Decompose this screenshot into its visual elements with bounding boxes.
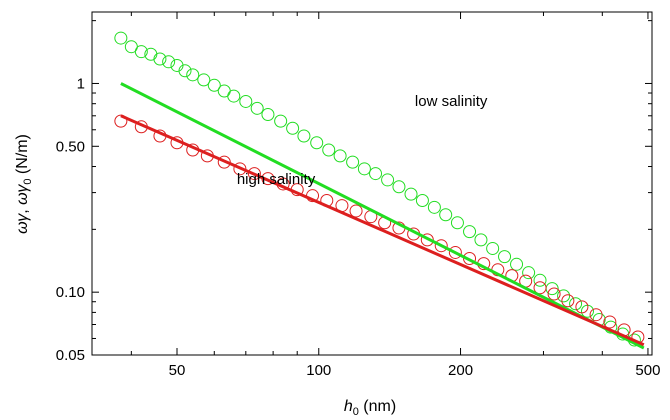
data-point [427, 200, 441, 214]
x-axis-title: h0 (nm) [344, 398, 396, 418]
x-tick-label: 100 [306, 362, 331, 379]
data-point [247, 167, 261, 181]
data-point [404, 187, 418, 201]
data-point [153, 52, 167, 66]
data-point [575, 300, 589, 314]
data-point [474, 233, 488, 247]
data-point [498, 250, 512, 264]
series-low [114, 31, 641, 347]
data-point [274, 114, 288, 128]
data-point [603, 315, 617, 329]
data-point [510, 257, 524, 271]
data-point [439, 208, 453, 222]
x-tick-label: 500 [635, 362, 660, 379]
data-point [186, 68, 200, 82]
x-tick-label: 200 [448, 362, 473, 379]
data-point [114, 114, 128, 128]
data-point [162, 55, 176, 69]
data-point [239, 94, 253, 108]
data-point [522, 266, 536, 280]
data-point [533, 281, 547, 295]
data-point [322, 143, 336, 157]
annotation: high salinity [237, 171, 316, 188]
data-point [569, 297, 583, 311]
fit-line-low-fit [120, 82, 645, 350]
annotations-layer: low salinity high salinity [237, 93, 488, 188]
y-tick-label: 0.05 [56, 347, 85, 364]
ticks-layer: 50 100 200 500 0.05 0.10 0.50 1 [56, 12, 660, 379]
data-point [448, 245, 462, 259]
data-point [286, 121, 300, 135]
x-tick-label: 50 [169, 362, 186, 379]
data-point [415, 193, 429, 207]
data-point [333, 149, 347, 163]
data-point [533, 273, 547, 287]
data-point [197, 73, 211, 87]
data-point [547, 287, 561, 301]
plot-frame [91, 11, 653, 356]
y-tick-label: 1 [77, 75, 85, 92]
data-point [392, 180, 406, 194]
data-point [346, 155, 360, 169]
data-point [450, 216, 464, 230]
y-tick-label: 0.50 [56, 138, 85, 155]
data-point [227, 89, 241, 103]
data-point [369, 167, 383, 181]
data-point [297, 129, 311, 143]
data-point [261, 108, 275, 122]
data-point [233, 162, 247, 176]
data-point [486, 241, 500, 255]
data-point [434, 239, 448, 253]
data-point [349, 204, 363, 218]
data-point [207, 78, 221, 92]
data-point [178, 64, 192, 78]
data-point [134, 45, 148, 59]
series-layer [114, 31, 645, 350]
data-point [217, 84, 231, 98]
y-tick-label: 0.10 [56, 284, 85, 301]
y-axis-title: ωγ, ωγ0 (N/m) [14, 134, 34, 234]
data-point [381, 173, 395, 187]
data-point [463, 225, 477, 239]
data-point [561, 294, 575, 308]
data-point [557, 289, 571, 303]
data-point [114, 31, 128, 45]
data-point [310, 136, 324, 150]
data-point [357, 162, 371, 176]
annotation: low salinity [415, 93, 488, 110]
data-point [589, 308, 603, 322]
data-point [250, 101, 264, 115]
fit-line-high-fit [120, 114, 645, 347]
